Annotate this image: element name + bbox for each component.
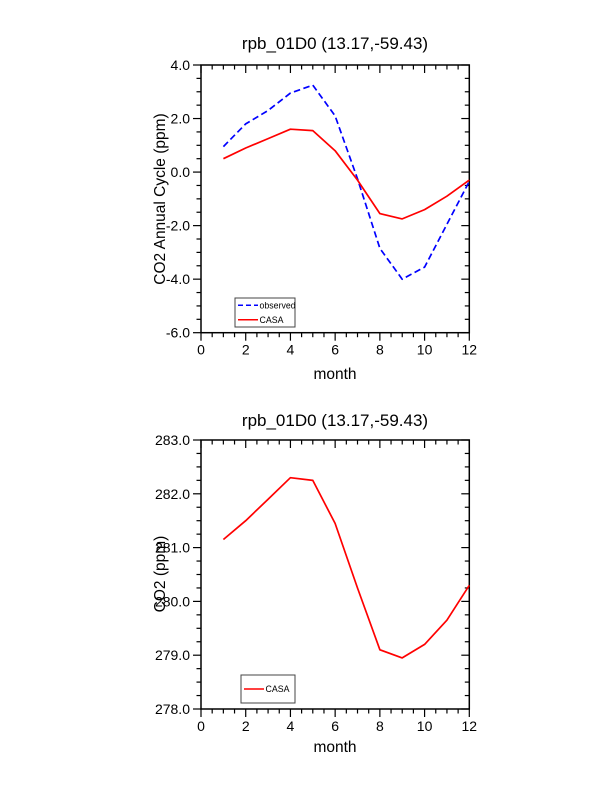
y-tick-label: 282.0	[155, 486, 190, 502]
x-tick-label: 2	[242, 718, 250, 734]
y-tick-label: 2.0	[171, 111, 191, 127]
plot-frame	[200, 439, 471, 710]
x-tick-label: 0	[197, 718, 205, 734]
x-tick-label: 2	[242, 342, 250, 358]
x-tick-label: 10	[417, 342, 433, 358]
legend-label: CASA	[260, 315, 284, 325]
x-tick-label: 4	[287, 718, 295, 734]
bottom-chart-title: rpb_01D0 (13.17,-59.43)	[241, 411, 429, 430]
observed-series-line	[222, 84, 471, 281]
CASA-series-line	[222, 476, 471, 659]
x-tick-label: 8	[376, 342, 384, 358]
y-tick-label: 0.0	[171, 164, 191, 180]
legend-label: observed	[260, 300, 296, 310]
legend-label: CASA	[266, 684, 290, 694]
top-chart-x-axis-label: month	[313, 366, 357, 383]
top-chart-title: rpb_01D0 (13.17,-59.43)	[241, 34, 429, 53]
y-tick-label: -4.0	[166, 271, 190, 287]
x-tick-label: 8	[376, 718, 384, 734]
y-tick-label: 283.0	[155, 432, 190, 448]
bottom-chart-x-axis-label: month	[313, 739, 357, 756]
y-tick-label: -6.0	[166, 325, 190, 341]
y-tick-label: 280.0	[155, 593, 190, 609]
plot-frame	[200, 64, 471, 334]
y-tick-label: 278.0	[155, 701, 190, 717]
x-tick-label: 0	[197, 342, 205, 358]
y-tick-label: -2.0	[166, 218, 190, 234]
y-tick-label: 281.0	[155, 540, 190, 556]
x-tick-label: 6	[331, 718, 339, 734]
x-tick-label: 6	[331, 342, 339, 358]
x-tick-label: 10	[417, 718, 433, 734]
CASA-series-line	[223, 128, 470, 220]
x-tick-label: 12	[462, 342, 478, 358]
x-tick-label: 4	[287, 342, 295, 358]
legend-box	[234, 297, 296, 328]
x-tick-label: 12	[462, 718, 478, 734]
y-tick-label: 4.0	[171, 57, 191, 73]
y-tick-label: 279.0	[155, 647, 190, 663]
